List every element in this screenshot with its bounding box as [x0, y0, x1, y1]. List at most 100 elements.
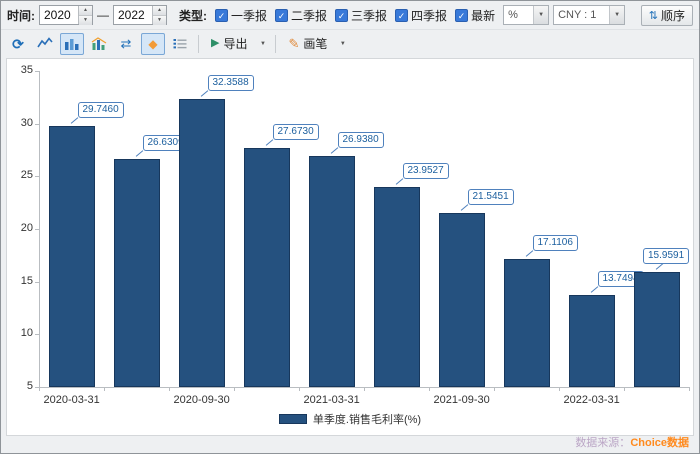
y-tick [35, 229, 39, 230]
currency-dropdown[interactable]: CNY : 1 ▼ [553, 5, 626, 25]
bar[interactable] [503, 259, 550, 387]
bar[interactable] [48, 126, 95, 387]
checkbox-item-2[interactable]: ✓ 二季报 [275, 7, 327, 24]
highlight-button[interactable]: ◆ [141, 32, 165, 55]
callout-connector [395, 178, 403, 186]
chevron-down-icon: ▼ [339, 40, 346, 47]
value-callout: 17.1106 [532, 235, 578, 252]
year-to-spinner[interactable]: 2022 ▲ ▼ [113, 5, 167, 25]
time-label: 时间: [7, 8, 35, 23]
bar[interactable] [308, 155, 355, 387]
chevron-down-icon: ▼ [260, 40, 266, 47]
callout-connector [70, 117, 78, 125]
x-tick [364, 387, 365, 391]
y-tick-label: 10 [20, 327, 33, 340]
y-tick [35, 281, 39, 283]
export-button[interactable]: ▶ 导出 [205, 33, 253, 55]
value-callout: 23.9527 [402, 163, 449, 180]
callout-connector [460, 203, 468, 211]
callout-connector [655, 262, 663, 270]
bar-chart-icon [65, 39, 79, 50]
line-chart-icon [37, 37, 53, 48]
y-axis [39, 71, 40, 387]
y-tick [35, 334, 39, 336]
x-axis-label: 2020-03-31 [43, 394, 100, 406]
bar-chart-button[interactable] [60, 32, 84, 55]
bar[interactable] [178, 98, 225, 387]
y-tick [35, 387, 39, 388]
combo-chart-icon [91, 37, 107, 50]
x-tick [429, 387, 430, 391]
checkbox-icon[interactable]: ✓ [275, 8, 289, 22]
percent-value: % [508, 9, 518, 21]
plot-area: 35 30 25 20 15 10 5 29.7460 26.6309 32.3588 27.673… [7, 59, 693, 435]
bar[interactable] [113, 159, 160, 387]
value-callout: 32.3588 [207, 74, 254, 91]
checkbox-item-3[interactable]: ✓ 三季报 [335, 7, 387, 24]
x-tick [689, 387, 690, 391]
type-label: 类型: [179, 8, 207, 23]
percent-dropdown[interactable]: % ▼ [503, 5, 550, 25]
spinner-down-icon[interactable]: ▼ [153, 15, 166, 25]
combo-chart-button[interactable] [87, 33, 111, 55]
y-tick-label: 35 [20, 64, 33, 76]
range-dash: — [97, 8, 109, 22]
value-callout: 29.7460 [77, 102, 124, 119]
chevron-down-icon[interactable]: ▼ [533, 6, 549, 24]
checkbox-item-1[interactable]: ✓ 一季报 [215, 7, 267, 24]
y-tick [35, 71, 39, 72]
bar[interactable] [373, 187, 420, 387]
brush-button[interactable]: ✎ 画笔 [282, 33, 333, 55]
x-axis-label: 2020-09-30 [173, 394, 230, 406]
bar[interactable] [243, 148, 290, 387]
year-from-spinner[interactable]: 2020 ▲ ▼ [39, 5, 93, 25]
currency-value: CNY : 1 [558, 9, 597, 21]
x-tick [39, 387, 40, 391]
list-icon [173, 39, 187, 49]
spinner-arrows: ▲ ▼ [152, 6, 166, 25]
refresh-button[interactable]: ⟳ [6, 33, 30, 55]
checkbox-item-5[interactable]: ✓ 最新 [455, 7, 495, 24]
checkbox-icon[interactable]: ✓ [395, 8, 409, 22]
line-chart-button[interactable] [33, 33, 57, 55]
y-tick-label: 5 [26, 380, 33, 392]
bar[interactable] [438, 212, 485, 387]
data-list-button[interactable] [168, 33, 192, 55]
order-button[interactable]: ⇅ 顺序 [640, 4, 693, 26]
callout-connector [590, 286, 598, 293]
value-callout: 26.6309 [142, 135, 189, 152]
spinner-up-icon[interactable]: ▲ [153, 6, 166, 15]
toolbar-separator [198, 34, 199, 53]
bar[interactable] [568, 294, 615, 387]
checkbox-label: 一季报 [231, 8, 268, 23]
spinner-arrows: ▲ ▼ [78, 6, 92, 25]
checkbox-icon[interactable]: ✓ [215, 8, 228, 22]
bar[interactable] [633, 271, 680, 387]
y-tick [35, 123, 39, 125]
spinner-up-icon[interactable]: ▲ [79, 6, 92, 15]
checkbox-label: 三季报 [351, 8, 388, 23]
legend-swatch [278, 414, 307, 424]
callout-connector [525, 250, 533, 258]
spinner-down-icon[interactable]: ▼ [79, 15, 92, 25]
source-prefix: 数据来源： [575, 437, 631, 449]
brush-dropdown[interactable]: ▼ [336, 33, 349, 55]
value-callout: 21.5451 [467, 188, 514, 205]
checkbox-item-4[interactable]: ✓ 四季报 [395, 7, 447, 24]
checkbox-label: 四季报 [411, 8, 448, 23]
x-tick [234, 387, 235, 391]
checkbox-icon[interactable]: ✓ [335, 8, 349, 22]
compare-button[interactable]: ⇄ [114, 33, 138, 55]
export-dropdown[interactable]: ▼ [256, 33, 269, 55]
x-axis-label: 2021-03-31 [303, 394, 360, 406]
year-from-value[interactable]: 2020 [44, 8, 71, 22]
legend-label: 单季度.销售毛利率(%) [312, 414, 422, 426]
year-to-value[interactable]: 2022 [118, 8, 145, 22]
chart-panel: 35 30 25 20 15 10 5 29.7460 26.6309 32.3588 27.673… [6, 58, 694, 436]
checkbox-icon[interactable]: ✓ [455, 8, 469, 22]
pencil-icon: ✎ [288, 36, 300, 51]
x-tick [104, 387, 105, 391]
value-callout: 27.6730 [272, 124, 319, 141]
chevron-down-icon[interactable]: ▼ [609, 6, 625, 24]
